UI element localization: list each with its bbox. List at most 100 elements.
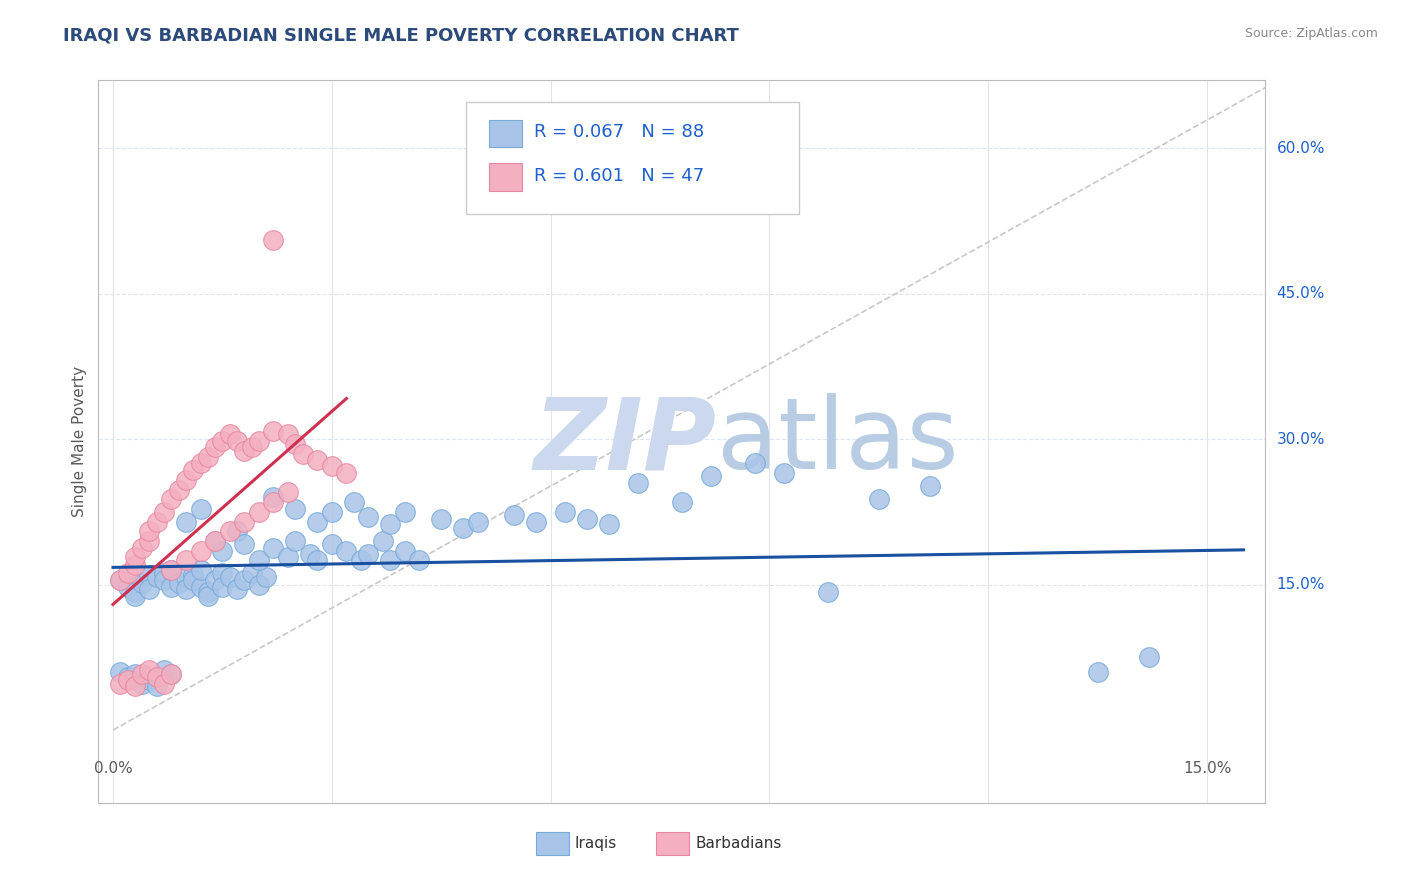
Point [262,233,284,247]
Point [240,440,263,454]
Point [211,434,233,448]
Point [211,543,233,558]
Point [181,573,204,587]
Point [211,580,233,594]
Point [110,665,132,679]
Point [131,541,153,555]
Point [117,673,139,687]
Point [218,570,240,584]
Point [181,463,204,477]
Point [524,515,547,529]
Point [773,466,796,480]
Point [233,573,256,587]
Point [350,553,373,567]
Point [321,459,343,474]
Point [408,553,430,567]
Point [700,469,723,483]
Point [298,547,321,561]
Text: 30.0%: 30.0% [1277,432,1324,447]
Point [160,666,183,681]
Text: 60.0%: 60.0% [1277,141,1324,156]
Point [160,580,183,594]
Text: IRAQI VS BARBADIAN SINGLE MALE POVERTY CORRELATION CHART: IRAQI VS BARBADIAN SINGLE MALE POVERTY C… [63,27,740,45]
Point [153,663,176,677]
Point [467,515,489,529]
Point [226,434,249,448]
Point [153,566,176,580]
Text: R = 0.067   N = 88: R = 0.067 N = 88 [534,122,704,141]
Point [262,425,284,439]
Point [138,582,160,597]
Point [1087,665,1109,679]
Point [160,563,183,577]
Point [124,550,146,565]
Point [335,543,357,558]
Text: Source: ZipAtlas.com: Source: ZipAtlas.com [1244,27,1378,40]
Point [254,570,277,584]
Point [131,666,153,681]
Point [174,473,197,487]
Point [174,515,197,529]
Point [284,502,307,516]
Point [451,521,474,535]
Point [1137,650,1160,665]
Point [430,511,453,525]
FancyBboxPatch shape [657,831,689,855]
Point [371,533,394,548]
Text: 15.0%: 15.0% [1182,761,1232,776]
Text: R = 0.601   N = 47: R = 0.601 N = 47 [534,167,704,185]
Point [380,517,402,532]
Point [226,524,249,539]
FancyBboxPatch shape [465,102,799,214]
Point [394,505,416,519]
Point [307,515,329,529]
Point [153,573,176,587]
Text: 45.0%: 45.0% [1277,286,1324,301]
Point [146,570,169,584]
Point [247,434,270,448]
Point [307,453,329,467]
Point [277,427,299,442]
Point [284,437,307,451]
Point [190,580,212,594]
Point [110,573,132,587]
Point [174,553,197,567]
Point [124,666,146,681]
Y-axis label: Single Male Poverty: Single Male Poverty [72,366,87,517]
Point [146,515,169,529]
Point [240,566,263,580]
Point [343,495,366,509]
Point [277,550,299,565]
Point [321,505,343,519]
Point [138,567,160,582]
Point [307,553,329,567]
Point [167,483,190,497]
Point [226,582,249,597]
Point [204,533,226,548]
Point [160,563,183,577]
Point [744,456,766,470]
Point [627,475,650,490]
Point [160,492,183,507]
Point [503,508,526,522]
Point [124,558,146,573]
Point [110,676,132,690]
Point [190,456,212,470]
Point [211,566,233,580]
Point [233,537,256,551]
Point [262,495,284,509]
Point [204,573,226,587]
Point [146,680,169,694]
Point [204,533,226,548]
Point [110,573,132,587]
Point [394,543,416,558]
Point [197,450,219,464]
Point [117,580,139,594]
Point [204,440,226,454]
Point [138,533,160,548]
Point [380,553,402,567]
Text: 0.0%: 0.0% [94,761,132,776]
Point [124,585,146,599]
Point [131,575,153,590]
Point [138,673,160,687]
